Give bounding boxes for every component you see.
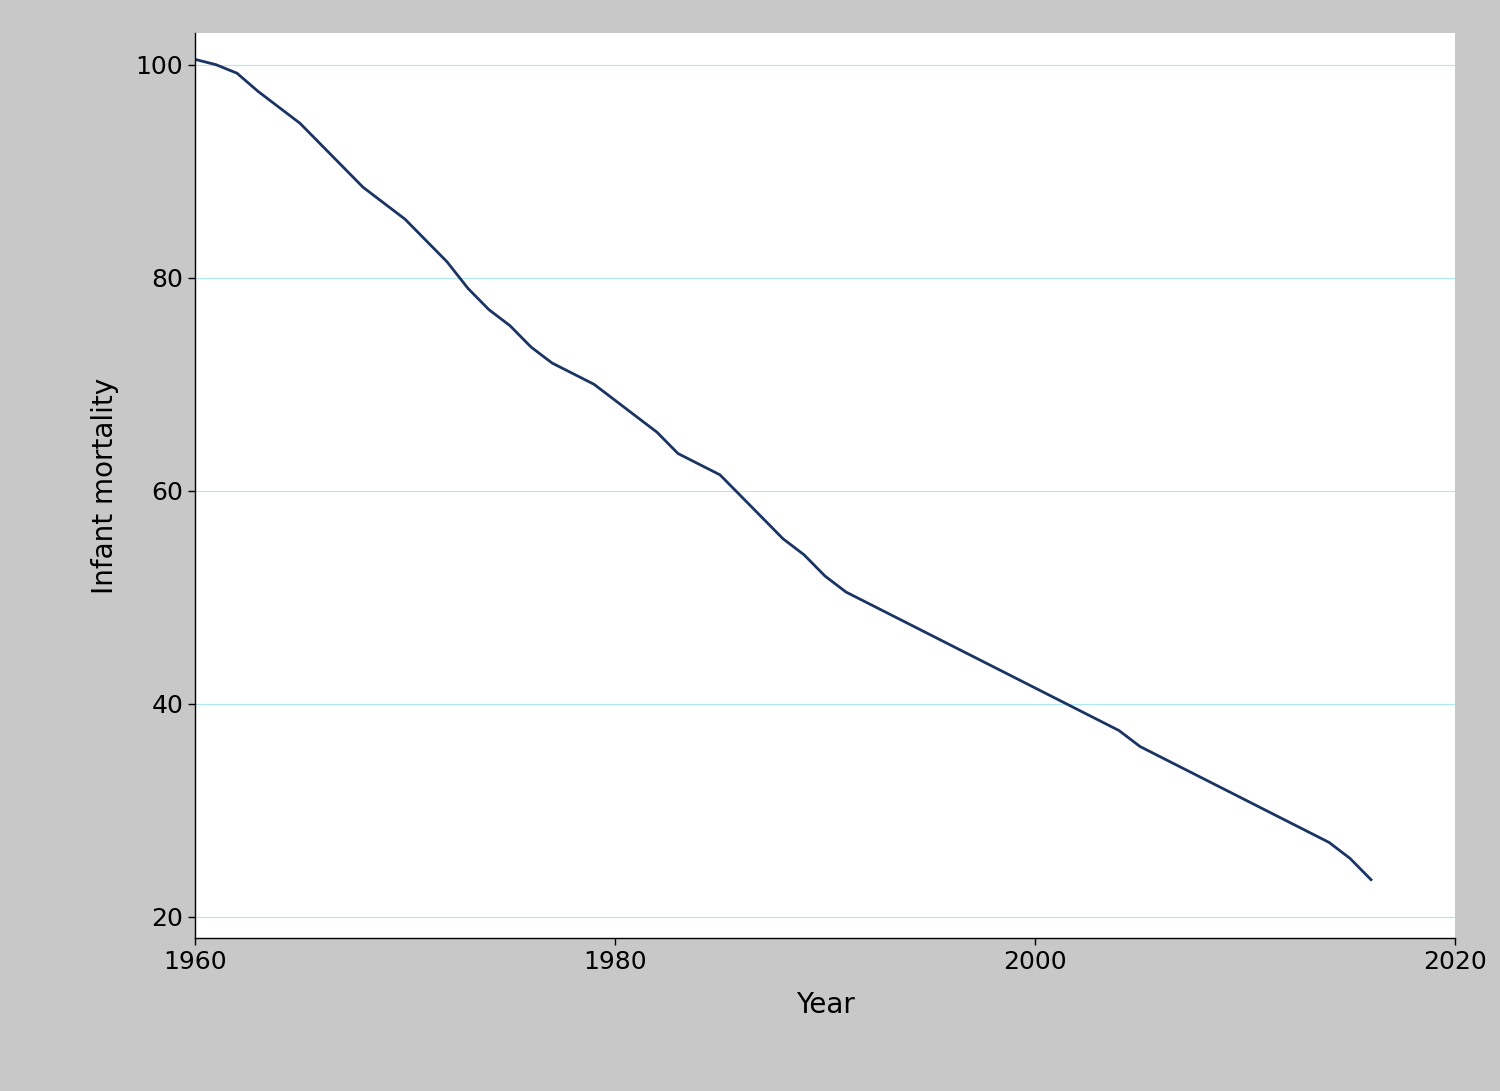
Y-axis label: Infant mortality: Infant mortality	[92, 377, 118, 594]
X-axis label: Year: Year	[795, 991, 855, 1019]
